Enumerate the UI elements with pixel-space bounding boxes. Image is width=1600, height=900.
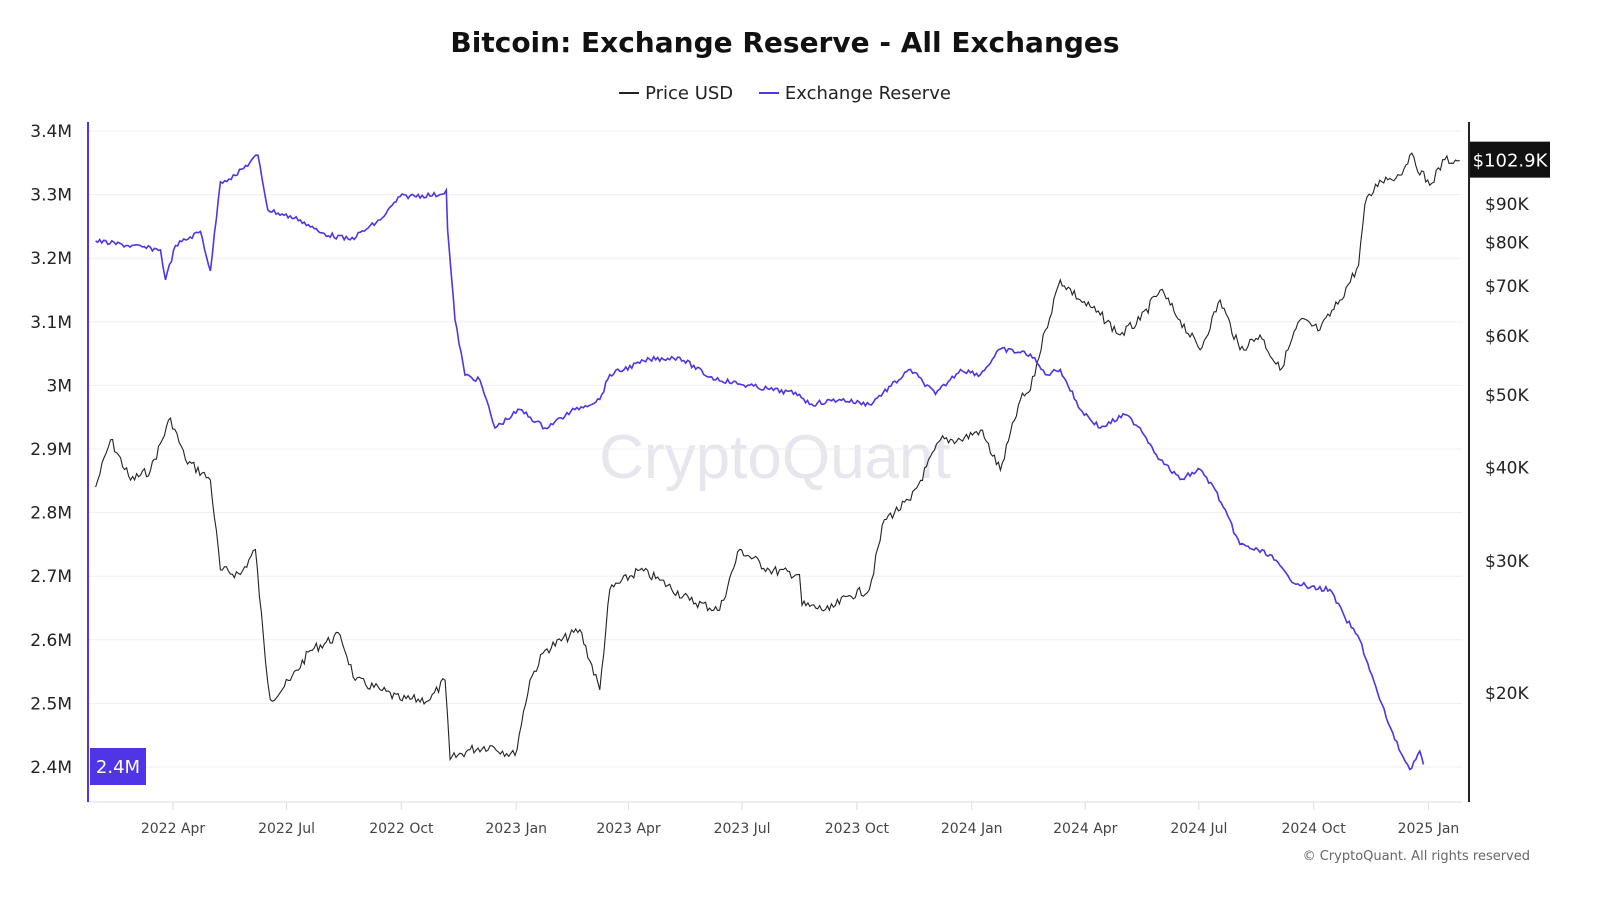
right-tick-label: $30K — [1485, 552, 1529, 572]
left-tick-label: 2.6M — [30, 631, 72, 651]
chart-title: Bitcoin: Exchange Reserve - All Exchange… — [450, 26, 1120, 59]
right-tick-label: $80K — [1485, 233, 1529, 253]
legend-item-price[interactable]: Price USD — [619, 83, 733, 104]
price-badge-label: $102.9K — [1473, 151, 1549, 172]
x-tick-label: 2022 Apr — [141, 821, 206, 837]
legend-label-reserve: Exchange Reserve — [784, 82, 951, 104]
left-tick-label: 2.4M — [30, 758, 72, 778]
right-tick-label: $40K — [1485, 459, 1529, 479]
left-tick-label: 2.9M — [30, 440, 72, 460]
left-tick-label: 2.5M — [30, 694, 72, 714]
reserve-badge-label: 2.4M — [96, 757, 140, 778]
x-tick-label: 2024 Jan — [941, 821, 1003, 837]
price-usd-line — [95, 152, 1460, 762]
legend-label-price: Price USD — [645, 82, 734, 104]
x-tick-label: 2024 Jul — [1170, 821, 1227, 837]
right-tick-label: $70K — [1485, 277, 1529, 297]
legend: Price USD Exchange Reserve — [0, 78, 1570, 104]
left-tick-label: 3M — [47, 376, 72, 396]
x-tick-label: 2022 Oct — [369, 821, 434, 837]
left-tick-label: 2.8M — [30, 504, 72, 524]
price-swatch — [619, 92, 640, 94]
x-tick-label: 2024 Apr — [1053, 821, 1118, 837]
left-tick-label: 3.1M — [30, 313, 72, 333]
right-tick-label: $90K — [1485, 195, 1529, 215]
x-tick-label: 2024 Oct — [1282, 821, 1347, 837]
reserve-badge — [90, 748, 146, 785]
left-tick-label: 3.2M — [30, 249, 72, 269]
right-tick-label: $20K — [1485, 684, 1529, 704]
reserve-swatch — [758, 92, 779, 94]
right-tick-label: $50K — [1485, 386, 1529, 406]
left-tick-label: 3.4M — [30, 122, 72, 142]
x-tick-label: 2025 Jan — [1398, 821, 1460, 837]
x-tick-label: 2023 Apr — [596, 821, 661, 837]
x-tick-label: 2022 Jul — [258, 821, 315, 837]
copyright: © CryptoQuant. All rights reserved — [1302, 849, 1530, 864]
x-tick-label: 2023 Jan — [485, 821, 547, 837]
left-tick-label: 3.3M — [30, 186, 72, 206]
watermark: CryptoQuant — [599, 423, 951, 492]
exchange-reserve-line — [95, 154, 1425, 771]
left-tick-label: 2.7M — [30, 567, 72, 587]
x-tick-label: 2023 Oct — [825, 821, 890, 837]
right-tick-label: $60K — [1485, 327, 1529, 347]
x-tick-label: 2023 Jul — [714, 821, 771, 837]
price-badge — [1470, 141, 1550, 178]
legend-item-reserve[interactable]: Exchange Reserve — [758, 82, 951, 104]
